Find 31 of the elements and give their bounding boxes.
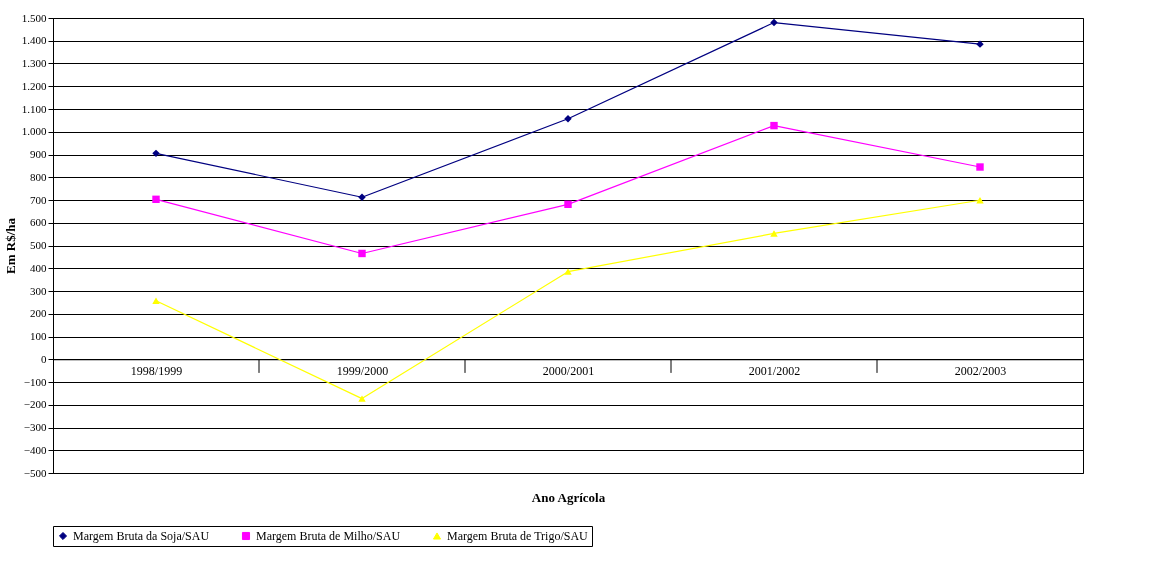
y-tick-label: −200 bbox=[23, 398, 47, 411]
x-tick-label: 1999/2000 bbox=[336, 363, 389, 378]
y-tick-label: 1.000 bbox=[21, 125, 47, 138]
y-axis-title: Em R$/ha bbox=[2, 217, 18, 274]
x-tick-label: 2001/2002 bbox=[748, 363, 801, 378]
x-tick-label: 2000/2001 bbox=[542, 363, 595, 378]
y-tick-label: 700 bbox=[30, 193, 47, 206]
y-tick-label: 500 bbox=[30, 239, 47, 251]
x-tick-label: 2002/2003 bbox=[954, 363, 1007, 378]
y-tick-label: 100 bbox=[30, 330, 47, 342]
legend-label: Margem Bruta de Trigo/SAU bbox=[447, 529, 589, 543]
legend-label: Margem Bruta de Milho/SAU bbox=[256, 529, 401, 543]
y-tick-label: 400 bbox=[30, 261, 47, 274]
y-tick-label: 200 bbox=[30, 307, 47, 320]
x-tick-label: 1998/1999 bbox=[130, 363, 183, 378]
y-tick-label: −400 bbox=[23, 443, 47, 456]
y-tick-label: 0 bbox=[41, 352, 47, 365]
legend-label: Margem Bruta da Soja/SAU bbox=[73, 529, 210, 543]
y-tick-label: 300 bbox=[30, 284, 47, 297]
y-tick-label: 1.500 bbox=[21, 11, 47, 24]
y-tick-label: 1.300 bbox=[21, 57, 47, 69]
y-tick-label: −100 bbox=[23, 375, 47, 388]
y-tick-label: −500 bbox=[23, 466, 47, 479]
y-tick-label: 800 bbox=[30, 170, 47, 183]
y-tick-label: 1.100 bbox=[21, 102, 47, 115]
y-tick-label: −300 bbox=[23, 421, 47, 433]
x-axis-title: Ano Agrícola bbox=[531, 489, 606, 505]
y-tick-label: 1.200 bbox=[21, 79, 47, 92]
y-tick-label: 900 bbox=[30, 148, 47, 160]
y-tick-label: 1.400 bbox=[21, 34, 47, 47]
y-tick-label: 600 bbox=[30, 216, 47, 229]
